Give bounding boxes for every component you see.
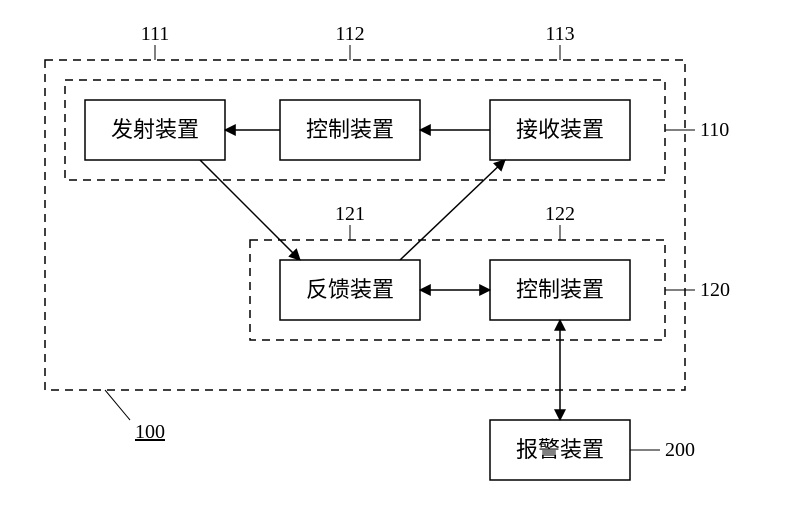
svg-text:113: 113 — [545, 23, 574, 45]
svg-text:100: 100 — [135, 421, 165, 443]
svg-text:200: 200 — [665, 439, 695, 461]
arrow-121-to-113 — [400, 160, 505, 260]
ref-112: 112 — [335, 23, 364, 60]
box-112-label: 控制装置 — [306, 117, 394, 142]
box-113: 接收装置 — [490, 100, 630, 160]
svg-text:110: 110 — [700, 119, 729, 141]
ref-120: 120 — [665, 279, 730, 301]
box-113-label: 接收装置 — [516, 117, 604, 142]
svg-text:122: 122 — [545, 203, 575, 225]
ref-113: 113 — [545, 23, 574, 60]
svg-text:120: 120 — [700, 279, 730, 301]
box-112: 控制装置 — [280, 100, 420, 160]
ref-100: 100 — [105, 390, 165, 443]
box-122-label: 控制装置 — [516, 277, 604, 302]
box-121: 反馈装置 — [280, 260, 420, 320]
svg-text:112: 112 — [335, 23, 364, 45]
ref-110: 110 — [665, 119, 729, 141]
box-111-label: 发射装置 — [111, 117, 199, 142]
ref-122: 122 — [545, 203, 575, 240]
ref-121: 121 — [335, 203, 365, 240]
box-200-label: 报警装置 — [516, 437, 604, 462]
ref-200: 200 — [630, 439, 695, 461]
box-122: 控制装置 — [490, 260, 630, 320]
svg-text:111: 111 — [141, 23, 170, 45]
svg-text:121: 121 — [335, 203, 365, 225]
box-121-label: 反馈装置 — [306, 277, 394, 302]
ref-111: 111 — [141, 23, 170, 60]
box-111: 发射装置 — [85, 100, 225, 160]
box-200: 报警装置 — [490, 420, 630, 480]
